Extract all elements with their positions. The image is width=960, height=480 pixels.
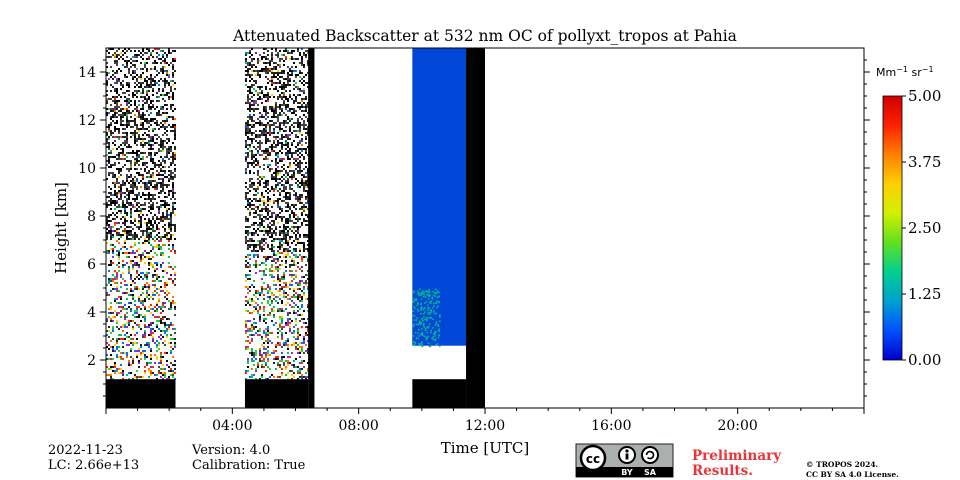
cc-license-badge: cc BY SA [575, 443, 674, 478]
copyright-line-2: CC BY SA 4.0 License. [806, 470, 899, 479]
license-sa: SA [644, 468, 657, 477]
footer-calibration: Calibration: True [192, 458, 306, 473]
blank-gap-fill [308, 48, 315, 408]
blank-gap [308, 48, 315, 408]
colorbar-tick-label: 0.00 [908, 351, 941, 369]
y-axis: 2 4 6 8 10 12 14 [78, 59, 870, 397]
copyright-block: © TROPOS 2024. CC BY SA 4.0 License. [806, 460, 899, 480]
instrument-off-fill [466, 48, 485, 408]
y-axis-label: Height [km] [52, 182, 70, 274]
noisy-profile-2-noise-2 [244, 48, 309, 380]
y-tick-label: 2 [87, 353, 96, 369]
x-tick-label: 16:00 [591, 418, 631, 434]
x-axis-label: Time [UTC] [441, 439, 530, 457]
colorbar-ticks: 0.00 1.25 2.50 3.75 5.00 [902, 87, 941, 369]
noisy-profile-1-blocked [106, 379, 176, 408]
clean-profile [412, 48, 467, 408]
clean-profile-edge [412, 303, 467, 346]
colorbar-tick-label: 1.25 [908, 285, 941, 303]
noisy-profile-1-noise-0 [106, 48, 176, 380]
noisy-profile-2-blocked [244, 379, 309, 408]
license-by: BY [621, 468, 633, 477]
noisy-profile-2-noise-8 [244, 56, 309, 378]
colorbar-tick-label: 5.00 [908, 87, 941, 105]
unit-exp-2: −1 [922, 65, 934, 74]
noisy-profile-2 [244, 48, 309, 408]
y-tick-label: 10 [78, 161, 96, 177]
cc-icon-text: cc [586, 452, 600, 466]
x-tick-label: 04:00 [212, 418, 252, 434]
x-axis: 04:00 08:00 12:00 16:00 20:00 [105, 408, 865, 434]
sa-icon [641, 446, 659, 464]
y-tick-label: 14 [78, 65, 96, 81]
x-tick-label: 12:00 [465, 418, 505, 434]
preliminary-line-2: Results. [692, 463, 753, 479]
noisy-profile-1-noise-2 [106, 48, 176, 380]
instrument-off [466, 48, 485, 408]
cc-icon [579, 444, 607, 472]
unit-sr: sr [908, 66, 922, 79]
footer-version: Version: 4.0 [192, 443, 271, 458]
unit-mm: Mm [876, 66, 896, 79]
unit-exp-1: −1 [896, 65, 908, 74]
y-tick-label: 8 [87, 209, 96, 225]
noisy-profile-1-noise-7 [106, 56, 176, 376]
x-tick-label: 20:00 [717, 418, 757, 434]
clean-profile-aerosol-noise [412, 288, 441, 348]
y-tick-label: 12 [78, 113, 96, 129]
clean-profile-signal [412, 48, 467, 346]
footer-date-block: 2022-11-23 LC: 2.66e+13 [48, 443, 139, 473]
noisy-profile-2-noise-9 [244, 54, 307, 378]
colorbar-tick-label: 2.50 [908, 219, 941, 237]
colorbar-tick-label: 3.75 [908, 153, 941, 171]
copyright-line-1: © TROPOS 2024. [806, 460, 879, 469]
colorbar-unit: Mm−1 sr−1 [876, 65, 934, 79]
colorbar-gradient [882, 95, 903, 361]
x-tick-label: 08:00 [338, 418, 378, 434]
y-tick-label: 4 [87, 305, 96, 321]
footer-lc: LC: 2.66e+13 [48, 458, 140, 473]
footer-version-block: Version: 4.0 Calibration: True [192, 443, 305, 473]
preliminary-line-1: Preliminary [692, 448, 782, 464]
footer-date: 2022-11-23 [48, 443, 123, 458]
y-tick-label: 6 [87, 257, 96, 273]
noisy-profile-1 [106, 48, 176, 408]
noisy-profile-1-noise-1 [106, 48, 176, 378]
colorbar [882, 95, 903, 361]
preliminary-results: Preliminary Results. [692, 449, 781, 479]
plot-area [106, 48, 485, 408]
clean-profile-blocked [412, 379, 467, 408]
chart-title: Attenuated Backscatter at 532 nm OC of p… [232, 27, 737, 45]
